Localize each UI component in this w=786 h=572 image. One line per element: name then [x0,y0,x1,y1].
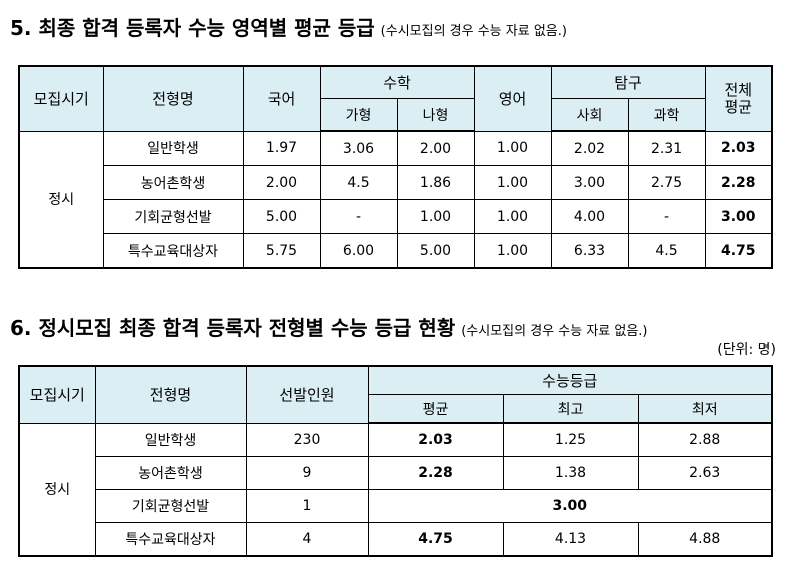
worst-cell: 2.63 [637,456,773,490]
header-math-ga: 가형 [319,98,398,132]
period-cell: 정시 [18,422,96,557]
header-type: 전형명 [94,365,247,424]
header-korean: 국어 [242,65,321,132]
table-row: 기회균형선발 1 3.00 [19,489,773,523]
header-science: 과학 [627,98,706,132]
header-best: 최고 [502,394,639,424]
avg-cell: 2.28 [367,456,504,490]
unit-label: (단위: 명) [717,342,776,358]
table-row: 정시 일반학생 230 2.03 1.25 2.88 [18,422,773,557]
type-cell: 일반학생 [102,130,244,166]
section6-title-text: 6. 정시모집 최종 합격 등록자 전형별 수능 등급 현황 [10,316,456,340]
social-cell: 4.00 [550,199,629,234]
avg-cell: 4.75 [367,522,504,557]
selected-cell: 230 [245,422,369,457]
best-cell: 1.38 [502,456,639,490]
section5-note: (수시모집의 경우 수능 자료 없음.) [380,24,567,39]
korean-cell: 2.00 [242,165,321,200]
header-avg: 평균 [367,394,504,424]
korean-cell: 5.75 [242,233,321,269]
header-selected: 선발인원 [245,365,369,424]
selected-cell: 4 [245,522,369,557]
math-ga-cell: 4.5 [319,165,398,200]
header-period: 모집시기 [18,365,96,424]
type-cell: 기회균형선발 [102,199,244,234]
total-cell: 3.00 [704,199,773,234]
header-math-na: 나형 [396,98,475,132]
math-na-cell: 1.86 [396,165,475,200]
social-cell: 2.02 [550,130,629,166]
header-social: 사회 [550,98,629,132]
math-na-cell: 1.00 [396,199,475,234]
avg-cell: 2.03 [367,422,504,457]
social-cell: 3.00 [550,165,629,200]
type-cell: 기회균형선발 [94,489,247,523]
korean-cell: 5.00 [242,199,321,234]
science-cell: 2.75 [627,165,706,200]
total-cell: 4.75 [704,233,773,269]
merged-grade-cell: 3.00 [367,489,773,523]
type-cell: 특수교육대상자 [102,233,244,269]
worst-cell: 4.88 [637,522,773,557]
section5-title: 5. 최종 합격 등록자 수능 영역별 평균 등급 (수시모집의 경우 수능 자료… [10,12,567,41]
section6-table: 모집시기 전형명 선발인원 수능등급 평균 최고 최저 정시 일반학생 230 … [18,365,774,557]
header-inquiry: 탐구 [550,65,706,99]
table-row: 특수교육대상자 5.75 6.00 5.00 1.00 6.33 4.5 4.7… [19,233,773,269]
table-row: 특수교육대상자 4 4.75 4.13 4.88 [19,522,773,557]
math-ga-cell: - [319,199,398,234]
header-worst: 최저 [637,394,773,424]
science-cell: - [627,199,706,234]
period-cell: 정시 [18,130,104,269]
type-cell: 일반학생 [94,422,247,457]
header-grade: 수능등급 [367,365,773,395]
section6-note: (수시모집의 경우 수능 자료 없음.) [461,324,648,339]
best-cell: 4.13 [502,522,639,557]
korean-cell: 1.97 [242,130,321,166]
selected-cell: 9 [245,456,369,490]
total-cell: 2.03 [704,130,773,166]
section5-table: 모집시기 전형명 국어 수학 영어 탐구 전체 평균 가형 나형 사회 과학 정… [18,65,774,269]
worst-cell: 2.88 [637,422,773,457]
total-cell: 2.28 [704,165,773,200]
type-cell: 농어촌학생 [102,165,244,200]
math-ga-cell: 3.06 [319,130,398,166]
english-cell: 1.00 [473,165,552,200]
type-cell: 농어촌학생 [94,456,247,490]
table-row: 농어촌학생 2.00 4.5 1.86 1.00 3.00 2.75 2.28 [19,165,773,200]
header-total: 전체 평균 [704,65,773,132]
table-row: 농어촌학생 9 2.28 1.38 2.63 [19,456,773,490]
math-na-cell: 5.00 [396,233,475,269]
section5-title-text: 5. 최종 합격 등록자 수능 영역별 평균 등급 [10,16,375,40]
header-math: 수학 [319,65,475,99]
table-row: 기회균형선발 5.00 - 1.00 1.00 4.00 - 3.00 [19,199,773,234]
header-period: 모집시기 [18,65,104,132]
math-ga-cell: 6.00 [319,233,398,269]
science-cell: 2.31 [627,130,706,166]
section6-title: 6. 정시모집 최종 합격 등록자 전형별 수능 등급 현황 (수시모집의 경우 … [10,312,648,341]
type-cell: 특수교육대상자 [94,522,247,557]
math-na-cell: 2.00 [396,130,475,166]
best-cell: 1.25 [502,422,639,457]
header-type: 전형명 [102,65,244,132]
header-english: 영어 [473,65,552,132]
english-cell: 1.00 [473,233,552,269]
english-cell: 1.00 [473,130,552,166]
social-cell: 6.33 [550,233,629,269]
english-cell: 1.00 [473,199,552,234]
selected-cell: 1 [245,489,369,523]
science-cell: 4.5 [627,233,706,269]
table-row: 정시 일반학생 1.97 3.06 2.00 1.00 2.02 2.31 2.… [18,130,773,269]
